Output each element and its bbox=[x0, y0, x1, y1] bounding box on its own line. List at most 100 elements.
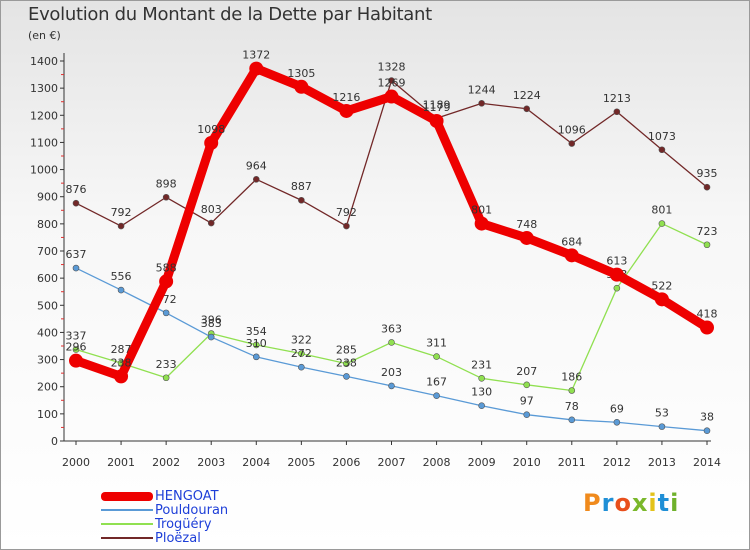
data-point-ploezal bbox=[162, 193, 170, 201]
data-point-troguery bbox=[658, 220, 666, 227]
data-label-pouldouran: 69 bbox=[610, 402, 624, 415]
data-point-hengoat bbox=[519, 230, 534, 245]
data-label-troguery: 363 bbox=[381, 322, 402, 335]
data-point-troguery bbox=[523, 381, 531, 389]
data-label-hengoat: 1098 bbox=[197, 123, 225, 136]
legend-item-pouldouran: Pouldouran bbox=[101, 502, 229, 518]
data-label-hengoat: 613 bbox=[606, 255, 627, 268]
data-label-hengoat: 1216 bbox=[332, 91, 360, 104]
data-label-troguery: 337 bbox=[66, 330, 87, 343]
x-tick-label: 2012 bbox=[603, 456, 631, 469]
data-point-pouldouran bbox=[343, 373, 350, 380]
data-label-pouldouran: 556 bbox=[111, 270, 132, 283]
data-point-hengoat bbox=[339, 103, 354, 118]
data-point-ploezal bbox=[568, 140, 576, 147]
legend-item-troguery: Trogüéry bbox=[101, 517, 212, 532]
data-label-ploezal: 898 bbox=[156, 177, 177, 190]
x-tick-label: 2008 bbox=[423, 456, 451, 469]
data-point-ploezal bbox=[252, 176, 260, 183]
data-point-hengoat bbox=[294, 79, 309, 94]
y-tick-label: 0 bbox=[51, 435, 58, 448]
y-tick-label: 500 bbox=[37, 299, 58, 312]
y-tick-label: 600 bbox=[37, 272, 58, 285]
data-point-troguery bbox=[433, 353, 440, 360]
x-tick-label: 2013 bbox=[648, 456, 676, 469]
data-point-troguery bbox=[298, 350, 305, 357]
legend-label-ploezal: Ploëzal bbox=[155, 530, 201, 546]
data-label-troguery: 311 bbox=[426, 337, 447, 350]
data-point-ploezal bbox=[72, 199, 80, 207]
data-label-troguery: 322 bbox=[291, 334, 312, 347]
y-tick-label: 100 bbox=[37, 408, 58, 421]
x-tick-label: 2001 bbox=[107, 456, 135, 469]
data-point-hengoat bbox=[429, 113, 444, 128]
data-label-pouldouran: 310 bbox=[246, 337, 267, 350]
data-point-pouldouran bbox=[613, 418, 621, 426]
data-label-ploezal: 964 bbox=[246, 159, 267, 172]
data-label-hengoat: 684 bbox=[561, 235, 582, 248]
data-point-hengoat bbox=[69, 353, 83, 368]
data-point-pouldouran bbox=[252, 353, 260, 361]
legend-swatch-troguery bbox=[101, 523, 153, 525]
data-point-pouldouran bbox=[433, 392, 440, 399]
data-label-pouldouran: 97 bbox=[520, 395, 534, 408]
chart-subtitle: (en €) bbox=[28, 29, 61, 42]
data-point-pouldouran bbox=[162, 309, 170, 317]
data-point-troguery bbox=[252, 341, 260, 349]
data-label-ploezal: 1224 bbox=[513, 89, 541, 102]
data-point-hengoat bbox=[204, 135, 219, 150]
legend-swatch-pouldouran bbox=[101, 509, 153, 511]
x-tick-label: 2002 bbox=[152, 456, 180, 469]
data-label-pouldouran: 637 bbox=[66, 248, 87, 261]
y-tick-label: 1300 bbox=[30, 82, 58, 95]
data-label-ploezal: 1189 bbox=[423, 98, 451, 111]
data-label-hengoat: 1305 bbox=[287, 67, 315, 80]
data-label-ploezal: 1244 bbox=[468, 83, 496, 96]
x-tick-label: 2010 bbox=[513, 456, 541, 469]
data-point-troguery bbox=[613, 284, 621, 292]
x-tick-label: 2004 bbox=[242, 456, 270, 469]
y-tick-label: 1200 bbox=[30, 109, 58, 122]
data-label-hengoat: 522 bbox=[651, 279, 672, 292]
data-point-pouldouran bbox=[117, 286, 125, 294]
data-label-ploezal: 876 bbox=[66, 183, 87, 196]
data-label-pouldouran: 272 bbox=[291, 347, 312, 360]
y-tick-label: 1400 bbox=[30, 55, 58, 68]
data-point-pouldouran bbox=[703, 427, 711, 434]
data-point-hengoat bbox=[654, 292, 669, 307]
data-point-pouldouran bbox=[388, 382, 395, 390]
data-label-pouldouran: 167 bbox=[426, 376, 447, 389]
data-label-troguery: 207 bbox=[516, 365, 537, 378]
data-point-pouldouran bbox=[207, 333, 215, 341]
data-point-troguery bbox=[343, 360, 350, 367]
data-point-ploezal bbox=[523, 105, 531, 113]
x-tick-label: 2009 bbox=[468, 456, 496, 469]
data-label-troguery: 287 bbox=[111, 343, 132, 356]
data-label-pouldouran: 38 bbox=[700, 411, 714, 424]
data-point-hengoat bbox=[249, 61, 264, 76]
data-label-pouldouran: 53 bbox=[655, 407, 669, 420]
data-label-troguery: 285 bbox=[336, 344, 357, 357]
data-point-ploezal bbox=[613, 108, 621, 116]
data-label-hengoat: 296 bbox=[66, 341, 87, 354]
y-tick-label: 700 bbox=[37, 245, 58, 258]
legend-item-hengoat: HENGOAT bbox=[101, 489, 219, 504]
data-label-ploezal: 1073 bbox=[648, 130, 676, 143]
data-label-pouldouran: 130 bbox=[471, 386, 492, 399]
data-point-pouldouran bbox=[658, 423, 666, 430]
legend-label-pouldouran: Pouldouran bbox=[155, 502, 229, 518]
data-point-troguery bbox=[72, 346, 80, 353]
data-point-hengoat bbox=[159, 274, 174, 289]
data-point-hengoat bbox=[384, 89, 399, 104]
data-point-hengoat bbox=[700, 320, 714, 335]
data-label-pouldouran: 203 bbox=[381, 366, 402, 379]
data-point-ploezal bbox=[388, 77, 395, 84]
x-tick-label: 2000 bbox=[62, 456, 90, 469]
legend-swatch-hengoat bbox=[101, 491, 153, 501]
proxiti-logo: Proxiti bbox=[583, 489, 680, 517]
legend-swatch-ploezal bbox=[101, 537, 153, 539]
x-tick-label: 2007 bbox=[378, 456, 406, 469]
data-label-hengoat: 1269 bbox=[378, 77, 406, 90]
